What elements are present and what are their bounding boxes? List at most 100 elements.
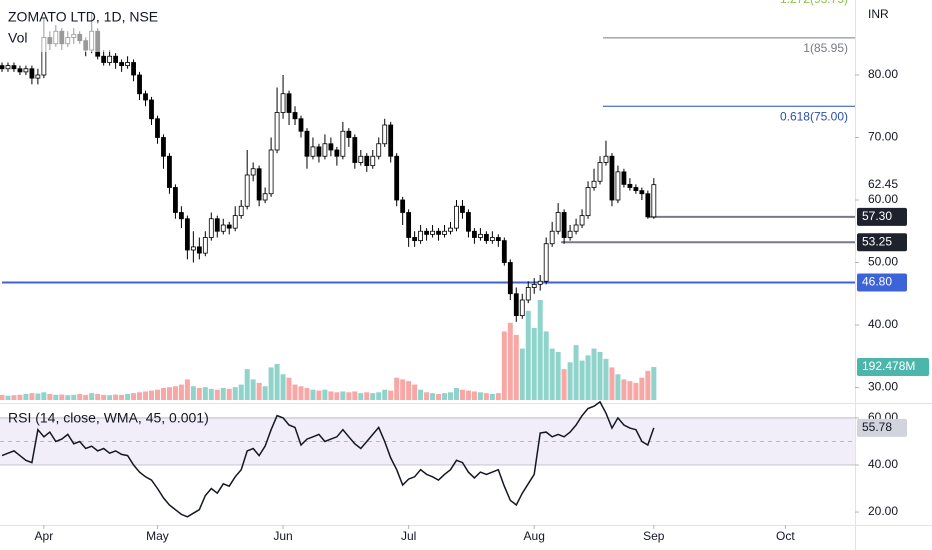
candle-body (113, 55, 119, 63)
candle-body (328, 143, 334, 151)
x-tick-label: Oct (776, 529, 795, 543)
candle-body (262, 193, 268, 201)
candle-body (322, 143, 328, 157)
volume-bar (633, 382, 639, 400)
volume-bar (573, 345, 579, 400)
candle-body (442, 230, 447, 235)
volume-bar (292, 384, 298, 400)
candle-body (238, 205, 244, 217)
volume-bar (483, 393, 489, 400)
volume-bar (340, 391, 346, 400)
volume-bar (256, 382, 262, 400)
volume-title: Vol (8, 30, 27, 46)
volume-bar (621, 379, 627, 400)
candle-body (208, 218, 214, 238)
volume-bar (531, 327, 537, 400)
candle-body (573, 224, 579, 232)
candle-body (196, 246, 202, 254)
volume-bar (143, 391, 149, 400)
candle-body (609, 155, 615, 201)
volume-bar (5, 395, 11, 400)
candle-body (167, 155, 172, 188)
volume-bar (639, 377, 645, 400)
volume-bar (196, 387, 202, 400)
candle-body (591, 180, 597, 188)
fib-label: 1.272(93.75) (780, 0, 848, 6)
volume-bar (71, 394, 77, 400)
candle-body (358, 155, 364, 163)
candle-body (597, 162, 603, 182)
price-marker-label: 57.30 (862, 209, 892, 223)
volume-bar (95, 393, 101, 400)
volume-bar (250, 379, 256, 400)
price-marker-box (857, 357, 929, 376)
volume-bar (436, 393, 442, 400)
header-bg (2, 6, 177, 52)
volume-bar (603, 358, 609, 400)
volume-bar (238, 384, 244, 400)
candle-body (501, 240, 507, 263)
x-tick-label: May (146, 529, 169, 543)
rsi-tick-label: 20.00 (868, 504, 898, 518)
volume-bar (77, 393, 83, 400)
volume-bar (154, 389, 160, 400)
volume-bar (137, 392, 143, 400)
volume-bar (53, 394, 59, 400)
candle-body (579, 215, 585, 226)
candle-body (220, 224, 226, 232)
candle-body (531, 283, 537, 288)
volume-bar (394, 377, 400, 400)
volume-bar (17, 394, 23, 400)
price-marker-label: 192.478M (862, 359, 915, 373)
volume-bar (268, 367, 274, 400)
candle-body (274, 112, 280, 151)
volume-bar (113, 394, 119, 400)
candle-body (155, 118, 160, 138)
candle-body (244, 174, 250, 207)
candle-body (406, 212, 412, 238)
volume-bar (59, 394, 65, 400)
volume-bar (549, 348, 555, 400)
candle-body (17, 68, 23, 73)
candle-body (173, 187, 178, 213)
volume-bar (89, 393, 95, 400)
candle-body (149, 99, 154, 120)
candle-body (495, 237, 501, 242)
volume-bar (507, 322, 513, 400)
volume-bar (226, 388, 232, 400)
candle-body (543, 243, 549, 282)
y-tick-label: 40.00 (868, 317, 898, 331)
volume-bar (561, 369, 567, 400)
volume-bar (651, 366, 657, 400)
volume-bar (83, 394, 89, 400)
candle-body (645, 193, 651, 218)
volume-bar (358, 393, 364, 400)
volume-bar (555, 351, 561, 400)
volume-bar (489, 393, 495, 400)
volume-bar (430, 393, 436, 400)
volume-bar (346, 392, 352, 400)
candle-body (161, 137, 166, 157)
volume-bar (190, 386, 196, 400)
volume-bar (310, 389, 316, 400)
candle-body (125, 62, 130, 67)
candle-body (107, 55, 113, 63)
currency: INR (868, 7, 889, 21)
volume-bar (47, 393, 53, 400)
candle-body (190, 246, 196, 251)
candle-body (298, 118, 304, 132)
volume-bar (160, 387, 166, 400)
y-tick-label: 70.00 (868, 130, 898, 144)
volume-bar (208, 388, 214, 400)
volume-bar (334, 392, 340, 400)
candle-body (256, 168, 262, 201)
volume-bar (448, 392, 453, 400)
candle-body (35, 74, 41, 79)
volume-bar (412, 384, 418, 400)
volume-bar (262, 386, 268, 400)
candle-body (334, 149, 340, 157)
candle-body (316, 146, 322, 157)
volume-bar (537, 300, 543, 400)
volume-bar (232, 387, 238, 400)
candle-body (23, 68, 29, 73)
